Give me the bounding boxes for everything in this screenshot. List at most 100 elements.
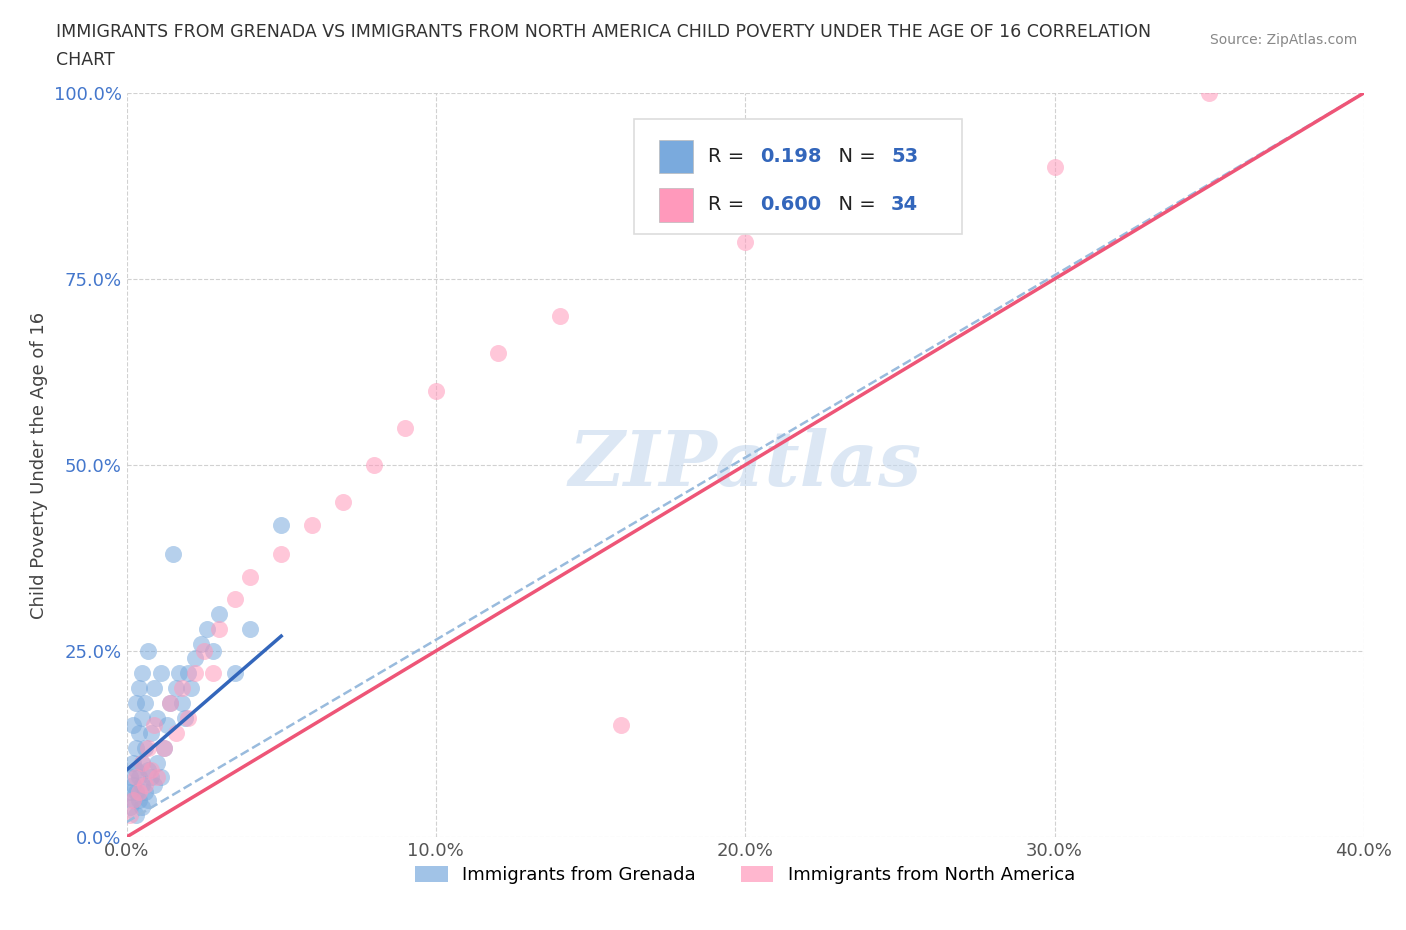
Point — [134, 777, 156, 792]
Point — [146, 711, 169, 725]
Text: N =: N = — [825, 195, 882, 215]
Point — [125, 785, 148, 800]
Point — [172, 681, 194, 696]
Point — [141, 763, 163, 777]
Point — [165, 725, 187, 740]
Text: ZIPatlas: ZIPatlas — [568, 428, 922, 502]
Point — [172, 696, 194, 711]
Point — [141, 725, 163, 740]
Point — [152, 740, 174, 755]
Point — [121, 792, 143, 807]
Text: Source: ZipAtlas.com: Source: ZipAtlas.com — [1209, 33, 1357, 46]
Text: IMMIGRANTS FROM GRENADA VS IMMIGRANTS FROM NORTH AMERICA CHILD POVERTY UNDER THE: IMMIGRANTS FROM GRENADA VS IMMIGRANTS FR… — [56, 23, 1152, 41]
Point — [156, 718, 179, 733]
Point — [190, 636, 212, 651]
Point — [889, 197, 911, 212]
FancyBboxPatch shape — [634, 119, 962, 234]
Point — [125, 770, 148, 785]
Point — [125, 763, 148, 777]
Point — [152, 740, 174, 755]
Text: R =: R = — [709, 195, 751, 215]
Text: N =: N = — [825, 147, 882, 166]
Point — [134, 740, 156, 755]
Point — [118, 807, 141, 822]
Point — [202, 666, 225, 681]
Point — [332, 495, 354, 510]
Point — [121, 755, 143, 770]
Point — [131, 800, 153, 815]
Point — [131, 711, 153, 725]
Point — [118, 770, 141, 785]
Point — [1198, 86, 1220, 100]
Point — [174, 711, 197, 725]
Point — [270, 517, 292, 532]
Point — [118, 785, 141, 800]
Point — [394, 420, 416, 435]
Point — [162, 547, 184, 562]
Point — [128, 681, 150, 696]
Point — [159, 696, 181, 711]
Point — [118, 800, 141, 815]
Text: R =: R = — [709, 147, 751, 166]
Point — [425, 383, 447, 398]
Point — [128, 785, 150, 800]
Text: 0.600: 0.600 — [761, 195, 821, 215]
Point — [177, 666, 200, 681]
Point — [180, 681, 202, 696]
FancyBboxPatch shape — [658, 140, 693, 173]
Point — [131, 666, 153, 681]
Point — [224, 591, 246, 606]
Text: 0.198: 0.198 — [761, 147, 821, 166]
Point — [134, 696, 156, 711]
Point — [136, 792, 159, 807]
Point — [193, 644, 215, 658]
Y-axis label: Child Poverty Under the Age of 16: Child Poverty Under the Age of 16 — [30, 312, 48, 618]
Point — [146, 770, 169, 785]
Point — [165, 681, 187, 696]
Point — [208, 606, 231, 621]
Point — [610, 718, 633, 733]
FancyBboxPatch shape — [658, 188, 693, 221]
Point — [143, 681, 166, 696]
Point — [195, 621, 218, 636]
Point — [149, 770, 172, 785]
Point — [136, 763, 159, 777]
Point — [734, 234, 756, 249]
Point — [270, 547, 292, 562]
Point — [125, 696, 148, 711]
Point — [167, 666, 190, 681]
Point — [125, 807, 148, 822]
Point — [141, 770, 163, 785]
Point — [131, 755, 153, 770]
Point — [128, 792, 150, 807]
Point — [128, 770, 150, 785]
Text: 34: 34 — [891, 195, 918, 215]
Point — [134, 785, 156, 800]
Point — [183, 651, 205, 666]
Point — [363, 458, 385, 472]
Point — [202, 644, 225, 658]
Point — [486, 346, 509, 361]
Point — [125, 740, 148, 755]
Point — [146, 755, 169, 770]
Point — [136, 644, 159, 658]
Point — [149, 666, 172, 681]
Point — [143, 777, 166, 792]
Point — [136, 740, 159, 755]
Point — [131, 755, 153, 770]
Point — [1043, 160, 1066, 175]
Point — [183, 666, 205, 681]
Point — [239, 569, 262, 584]
Point — [208, 621, 231, 636]
Point — [121, 777, 143, 792]
Point — [128, 725, 150, 740]
Point — [131, 777, 153, 792]
Legend: Immigrants from Grenada, Immigrants from North America: Immigrants from Grenada, Immigrants from… — [408, 858, 1083, 891]
Text: CHART: CHART — [56, 51, 115, 69]
Text: 53: 53 — [891, 147, 918, 166]
Point — [121, 792, 143, 807]
Point — [159, 696, 181, 711]
Point — [121, 718, 143, 733]
Point — [224, 666, 246, 681]
Point — [548, 309, 571, 324]
